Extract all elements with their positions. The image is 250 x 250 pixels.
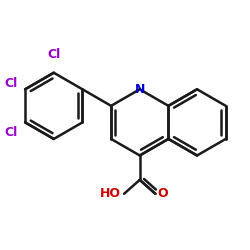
- Text: HO: HO: [100, 187, 120, 200]
- Text: O: O: [157, 187, 168, 200]
- Text: Cl: Cl: [47, 48, 60, 62]
- Text: Cl: Cl: [4, 126, 17, 139]
- Text: Cl: Cl: [4, 77, 17, 90]
- Text: N: N: [134, 83, 145, 96]
